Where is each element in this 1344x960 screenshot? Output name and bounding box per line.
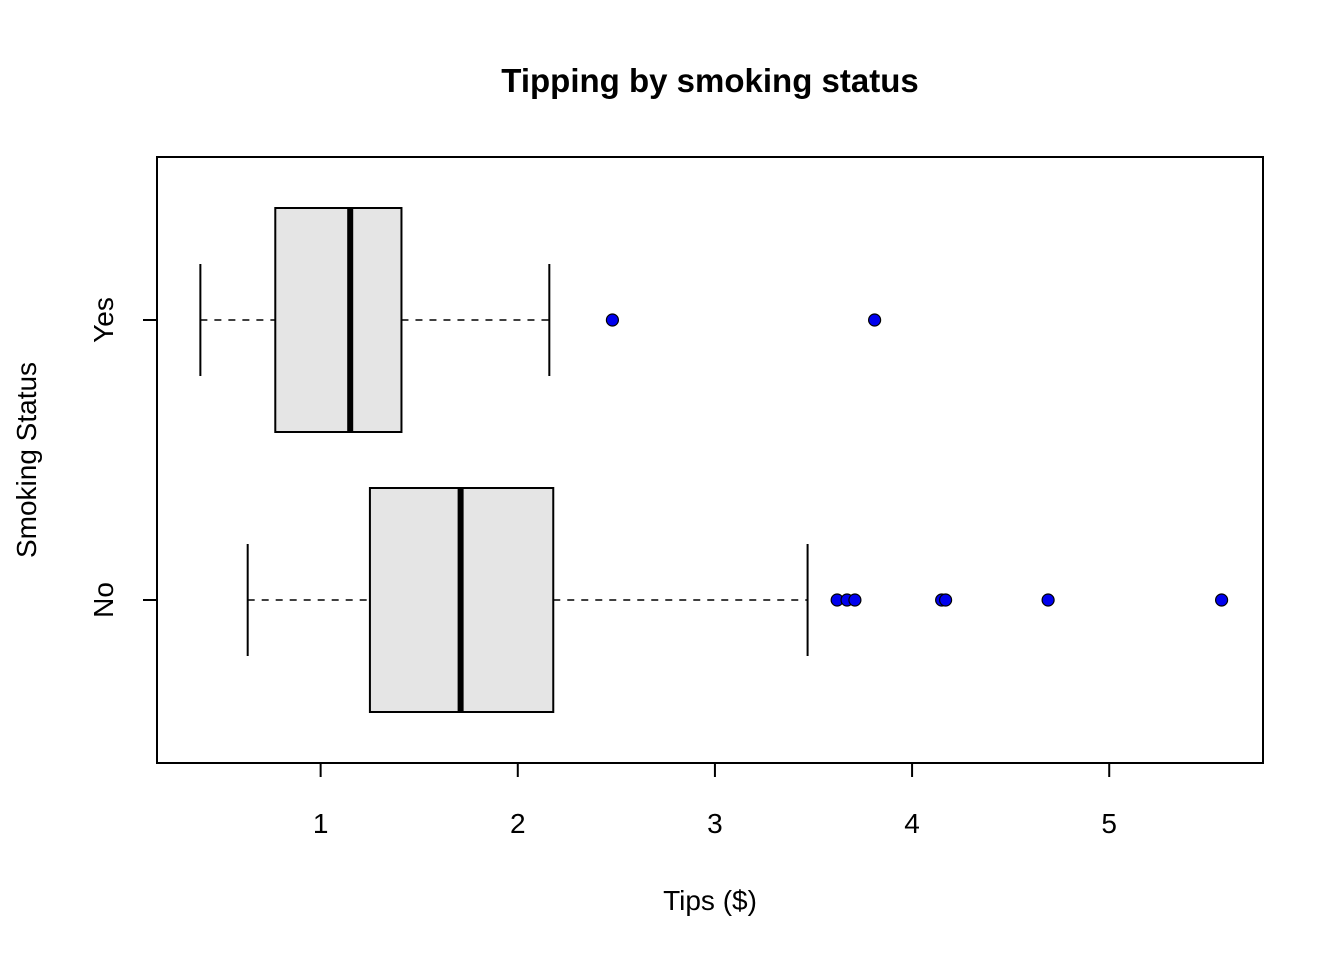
outlier-point — [938, 593, 953, 607]
box-yes — [274, 207, 403, 433]
chart-title: Tipping by smoking status — [501, 62, 918, 99]
x-tick-label: 5 — [1101, 808, 1117, 839]
outlier-point — [605, 313, 620, 327]
x-axis-label: Tips ($) — [663, 885, 757, 916]
x-tick-label: 1 — [313, 808, 329, 839]
outlier-point — [848, 593, 862, 607]
outlier-point — [1041, 593, 1055, 607]
outlier-point — [1214, 593, 1229, 607]
y-tick-label-yes: Yes — [88, 297, 119, 343]
y-tick-label-no: No — [88, 582, 119, 618]
y-axis-label: Smoking Status — [11, 362, 42, 558]
x-tick-label: 3 — [707, 808, 723, 839]
plot-frame — [156, 156, 1264, 764]
outlier-point — [868, 313, 882, 327]
x-tick-label: 2 — [510, 808, 526, 839]
x-tick-label: 4 — [904, 808, 920, 839]
